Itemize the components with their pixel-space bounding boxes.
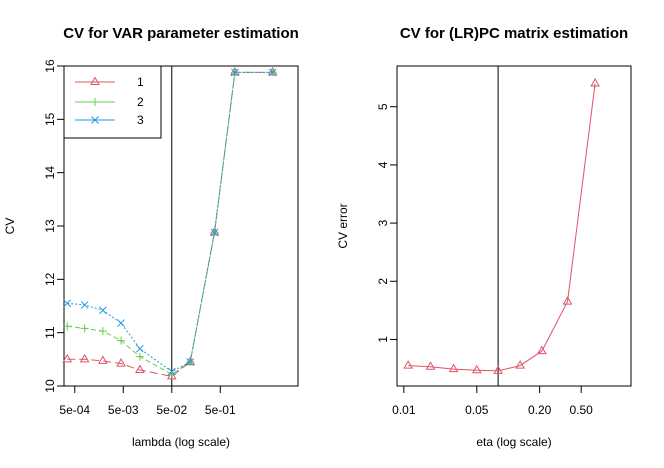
data-point [166,370,177,380]
y-tick-label: 13 [43,219,57,233]
y-tick-label: 14 [43,166,57,180]
y-axis-label: CV error [336,203,350,248]
data-point [80,324,89,333]
data-point [210,228,219,237]
x-axis-label: lambda (log scale) [132,435,230,449]
data-point [515,360,525,369]
data-point [63,322,72,331]
chart-var-parameter: CV for VAR parameter estimation lambda (… [3,25,299,449]
y-tick-label: 16 [43,59,57,73]
data-point [63,299,72,308]
y-tick-label: 15 [43,112,57,126]
data-point [562,296,573,305]
data-point [98,327,107,336]
x-tick-label: 5e-02 [156,403,187,417]
y-tick-label: 3 [376,219,390,226]
series-line-cv-error [408,83,596,372]
chart-title: CV for (LR)PC matrix estimation [400,25,628,42]
legend-label-3: 3 [137,113,144,127]
data-point [493,365,503,374]
x-tick-label: 5e-03 [108,403,139,417]
legend: 1 2 3 [63,65,162,139]
y-tick-label: 5 [376,103,390,110]
plot-area [403,77,600,374]
data-point [135,352,144,361]
legend-marker-2 [91,98,99,106]
data-point [231,68,239,77]
chart-title: CV for VAR parameter estimation [63,25,299,42]
data-point [79,353,90,363]
x-tick-label: 5e-01 [205,403,236,417]
y-tick-label: 2 [376,278,390,285]
x-tick-label: 0.01 [392,403,416,417]
data-point [116,358,126,367]
plot-area [62,66,278,380]
x-tick-label: 0.20 [528,403,552,417]
x-axis: 5e-04 5e-03 5e-02 5e-01 [59,385,236,417]
y-axis-label: CV [3,218,17,235]
data-point [403,360,414,369]
y-tick-label: 4 [376,161,390,168]
data-point [99,306,107,315]
x-tick-label: 0.50 [570,403,594,417]
data-point [117,336,126,345]
data-point [80,301,89,309]
x-axis: 0.01 0.05 0.20 0.50 [392,385,594,417]
y-tick-label: 1 [376,336,390,343]
y-axis: 10 11 12 13 14 15 16 [43,59,65,393]
data-point [537,345,547,355]
y-tick-label: 10 [43,379,57,393]
chart-lrpc-matrix: CV for (LR)PC matrix estimation eta (log… [336,25,632,449]
legend-label-2: 2 [137,95,144,109]
y-tick-label: 12 [43,272,57,286]
legend-label-1: 1 [137,75,144,89]
series-line-2 [67,71,273,375]
x-tick-label: 5e-04 [59,403,90,417]
data-point [167,367,176,376]
x-axis-label: eta (log scale) [476,435,551,449]
data-point [62,353,73,363]
data-point [186,358,195,366]
data-point [136,344,144,353]
data-point [425,361,436,370]
y-axis: 1 2 3 4 5 [376,103,398,343]
data-point [135,364,145,373]
data-point [590,77,600,87]
data-point [448,363,459,373]
data-point [471,364,482,374]
legend-marker-3 [91,116,99,124]
data-point [98,355,108,364]
legend-marker-1 [90,76,100,85]
plot-frame [396,65,632,387]
data-point [268,68,277,77]
data-point [117,319,125,327]
y-tick-label: 11 [43,326,57,339]
x-tick-label: 0.05 [465,403,489,417]
